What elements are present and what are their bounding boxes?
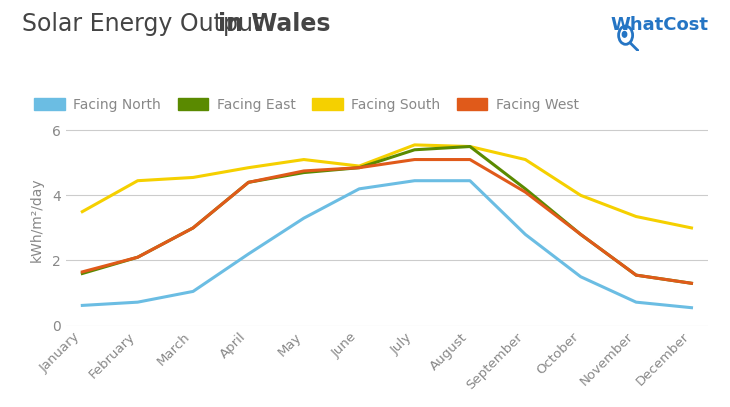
Text: WhatCost: WhatCost — [610, 16, 708, 34]
Text: Solar Energy Output: Solar Energy Output — [22, 12, 270, 36]
Text: in Wales: in Wales — [218, 12, 330, 36]
Circle shape — [622, 31, 626, 37]
Y-axis label: kWh/m²/day: kWh/m²/day — [30, 177, 44, 262]
Legend: Facing North, Facing East, Facing South, Facing West: Facing North, Facing East, Facing South,… — [29, 92, 584, 118]
